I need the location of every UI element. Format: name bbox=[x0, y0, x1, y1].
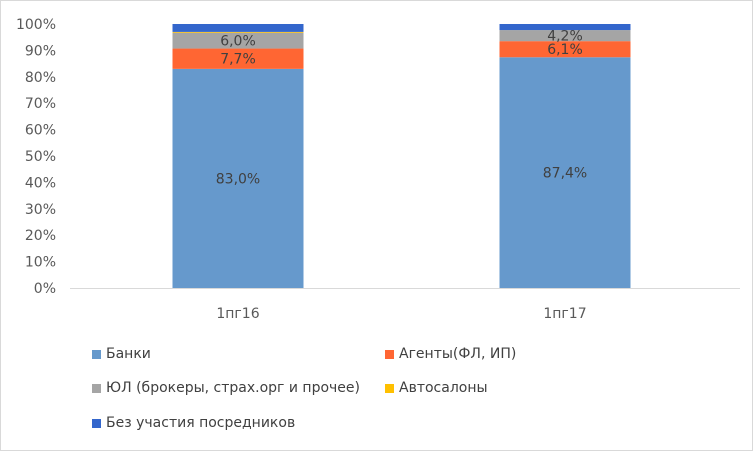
x-tick-label: 1пг17 bbox=[543, 306, 586, 322]
y-tick-label: 40% bbox=[25, 175, 56, 191]
y-tick-label: 90% bbox=[25, 43, 56, 59]
y-tick-label: 60% bbox=[25, 123, 56, 139]
y-tick-label: 50% bbox=[25, 149, 56, 165]
y-tick-label: 30% bbox=[25, 202, 56, 218]
bar-segment bbox=[172, 31, 304, 33]
y-tick-label: 70% bbox=[25, 96, 56, 112]
bar-segment bbox=[172, 48, 304, 69]
bar-segment bbox=[172, 68, 304, 288]
data-label: 6,1% bbox=[547, 42, 583, 58]
bar-segment bbox=[499, 30, 631, 42]
y-tick-label: 100% bbox=[16, 17, 56, 33]
y-tick-label: 20% bbox=[25, 228, 56, 244]
y-tick-label: 0% bbox=[34, 281, 56, 297]
data-label: 83,0% bbox=[216, 171, 260, 187]
y-tick-label: 10% bbox=[25, 255, 56, 271]
bar-segment bbox=[499, 41, 631, 58]
y-tick-label: 80% bbox=[25, 70, 56, 86]
bar-segment bbox=[172, 32, 304, 49]
data-label: 6,0% bbox=[220, 34, 256, 50]
x-tick-label: 1пг16 bbox=[216, 306, 259, 322]
data-label: 4,2% bbox=[547, 29, 583, 45]
data-label: 87,4% bbox=[543, 166, 587, 182]
data-label: 7,7% bbox=[220, 52, 256, 68]
bar-segment bbox=[172, 24, 304, 32]
bar-segment bbox=[499, 24, 631, 31]
bar-segment bbox=[499, 57, 631, 288]
